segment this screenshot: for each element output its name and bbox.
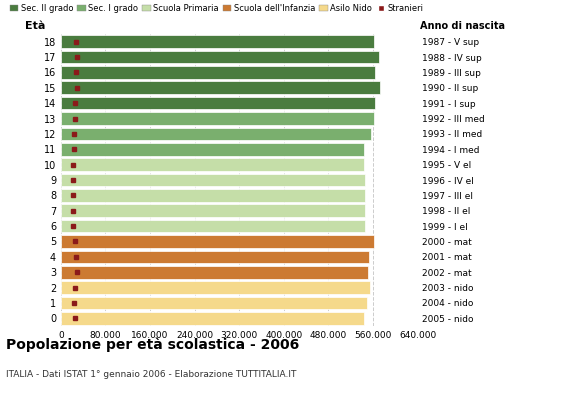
- Bar: [61, 189, 365, 202]
- Bar: [61, 97, 375, 110]
- Bar: [61, 51, 379, 63]
- Bar: [61, 220, 365, 232]
- Bar: [61, 66, 375, 79]
- Bar: [61, 143, 364, 156]
- Bar: [61, 266, 368, 278]
- Bar: [61, 281, 369, 294]
- Bar: [61, 82, 380, 94]
- Bar: [61, 312, 364, 325]
- Bar: [61, 297, 368, 309]
- Bar: [61, 35, 374, 48]
- Bar: [61, 112, 374, 125]
- Bar: [61, 250, 368, 263]
- Bar: [61, 128, 371, 140]
- Legend: Sec. II grado, Sec. I grado, Scuola Primaria, Scuola dell'Infanzia, Asilo Nido, : Sec. II grado, Sec. I grado, Scuola Prim…: [10, 4, 423, 13]
- Text: Anno di nascita: Anno di nascita: [420, 21, 505, 31]
- Text: Età: Età: [26, 21, 46, 31]
- Bar: [61, 158, 364, 171]
- Text: ITALIA - Dati ISTAT 1° gennaio 2006 - Elaborazione TUTTITALIA.IT: ITALIA - Dati ISTAT 1° gennaio 2006 - El…: [6, 370, 296, 379]
- Bar: [61, 204, 365, 217]
- Text: Popolazione per età scolastica - 2006: Popolazione per età scolastica - 2006: [6, 338, 299, 352]
- Bar: [61, 174, 365, 186]
- Bar: [61, 235, 374, 248]
